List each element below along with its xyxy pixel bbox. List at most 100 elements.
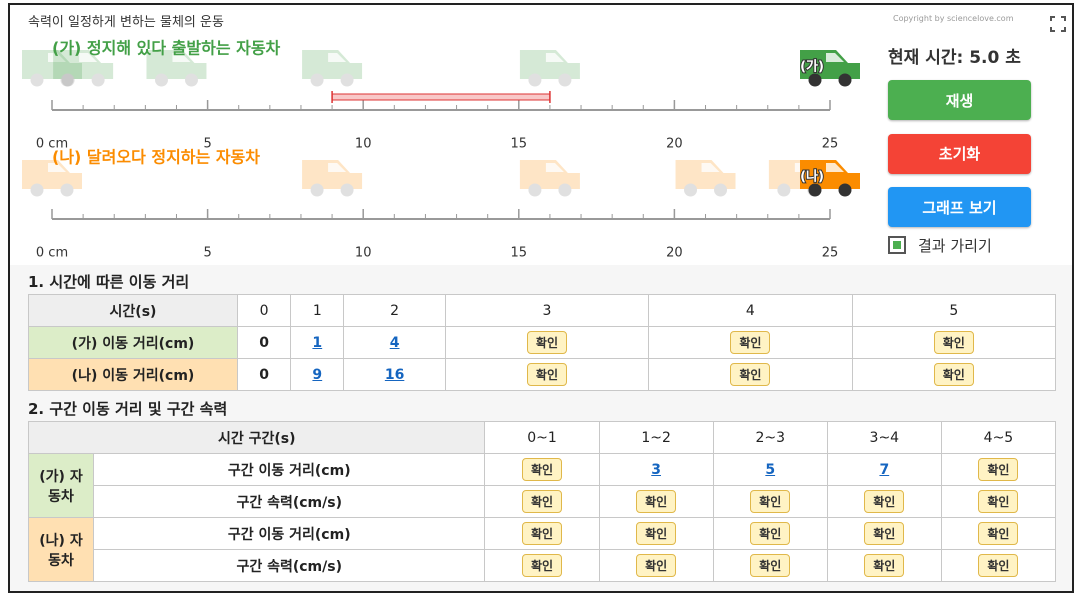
ruler-label: 15 [511, 246, 528, 261]
value-link[interactable]: 3 [651, 461, 661, 478]
car-body [22, 160, 82, 189]
car-window [826, 53, 844, 62]
table-cell: 구간 이동 거리(cm) [92, 517, 486, 550]
check-button[interactable]: 확인 [526, 363, 568, 386]
data-row: (가) 자동차 구간 이동 거리(cm) 확인 3 5 7 확인 [28, 453, 1057, 518]
car-label: (나) [800, 169, 824, 185]
wheel [684, 183, 698, 197]
car-window [545, 53, 564, 62]
check-button[interactable]: 확인 [521, 522, 563, 545]
table-cell: (가) 자동차 [28, 453, 94, 518]
ruler-label: 15 [511, 137, 528, 152]
table-cell: 3~4 [826, 421, 942, 454]
check-button[interactable]: 확인 [730, 363, 771, 386]
checkbox-label[interactable]: 결과 가리기 [918, 237, 992, 255]
table-cell: 확인 [598, 485, 714, 518]
check-button[interactable]: 확인 [521, 490, 563, 513]
table-cell: 확인 [484, 453, 600, 486]
wheel [558, 183, 572, 197]
check-button[interactable]: 확인 [933, 331, 974, 354]
track-label: (나) 달려오다 정지하는 자동차 [52, 148, 260, 167]
car-body [800, 50, 860, 79]
table-cell: 5 [851, 294, 1057, 327]
check-button[interactable]: 확인 [978, 554, 1019, 577]
table-cell: 4 [343, 326, 446, 359]
wheel [808, 73, 822, 87]
table-cell: (나) 자동차 [28, 517, 94, 582]
value-link[interactable]: 16 [384, 366, 405, 383]
check-button[interactable]: 확인 [750, 522, 791, 545]
wheel [154, 73, 168, 87]
car-window [701, 163, 720, 172]
check-button[interactable]: 확인 [933, 363, 974, 386]
wheel [528, 183, 542, 197]
check-button[interactable]: 확인 [526, 331, 568, 354]
interval-table: 시간 구간(s) 0~1 1~2 2~3 3~4 4~5 (가) 자동차 구간 이동 거리(c… [27, 421, 1057, 582]
check-button[interactable]: 확인 [636, 554, 677, 577]
value-link[interactable]: 1 [312, 334, 323, 351]
wheel [60, 73, 74, 87]
car-window [48, 163, 66, 172]
ruler-label: 0 cm [36, 137, 68, 152]
table-cell: 0 [236, 294, 292, 327]
value-link[interactable]: 5 [765, 461, 776, 478]
check-button[interactable]: 확인 [864, 490, 905, 513]
button[interactable]: 초기화 [888, 133, 1031, 174]
car-ghost [302, 50, 363, 87]
table-cell: 확인 [826, 549, 942, 582]
simulation: (가) (가) 정지해 있다 출발하는 자동차 0 cm 5 10 15 20 25 (나) (나… [22, 39, 860, 261]
check-button[interactable]: 확인 [978, 522, 1019, 545]
table-cell: 확인 [851, 358, 1057, 391]
car-body [675, 160, 736, 189]
table-cell: 확인 [484, 485, 600, 518]
check-button[interactable]: 확인 [978, 490, 1019, 513]
car-ghost [519, 160, 580, 197]
button[interactable]: 재생 [888, 80, 1031, 120]
table-cell: 확인 [712, 485, 828, 518]
table-cell: 확인 [940, 517, 1057, 550]
check-button[interactable]: 확인 [978, 458, 1019, 481]
wheel [714, 183, 728, 197]
button[interactable]: 그래프 보기 [888, 187, 1031, 227]
check-button[interactable]: 확인 [521, 554, 563, 577]
check-button[interactable]: 확인 [750, 554, 791, 577]
wheel [777, 183, 791, 197]
table-cell: 1 [290, 294, 345, 327]
check-button[interactable]: 확인 [730, 331, 771, 354]
check-button[interactable]: 확인 [864, 554, 905, 577]
distance-table: 시간(s) 0 1 2 3 4 5 (가) 이동 거리(cm) 0 1 4 확인 확인 확인 (나) 이동 … [28, 294, 1057, 391]
check-button[interactable]: 확인 [636, 522, 677, 545]
app: 속력이 일정하게 변하는 물체의 운동 Copyright by science… [8, 3, 1074, 593]
value-link[interactable]: 9 [312, 366, 323, 383]
checkbox[interactable] [888, 236, 906, 254]
check-button[interactable]: 확인 [521, 458, 563, 481]
table-cell: (나) 이동 거리(cm) [28, 358, 238, 391]
table-cell: 4~5 [940, 421, 1057, 454]
car-window [545, 163, 564, 172]
car-ghost [302, 160, 363, 197]
table-cell: 16 [343, 358, 446, 391]
value: 0 [259, 366, 269, 383]
car: (나) [799, 160, 860, 197]
data-row: (나) 자동차 구간 이동 거리(cm) 확인 확인 확인 확인 확인 [28, 517, 1057, 582]
ruler-label: 0 cm [36, 246, 68, 261]
data-row: 구간 속력(cm/s) 확인 확인 확인 확인 확인 [29, 549, 1057, 582]
check-button[interactable]: 확인 [636, 490, 677, 513]
check-button[interactable]: 확인 [864, 522, 905, 545]
table-cell: 0 [236, 358, 292, 391]
track-label: (가) 정지해 있다 출발하는 자동차 [52, 39, 281, 58]
ruler-label: 10 [355, 246, 372, 261]
wheel [558, 73, 572, 87]
table-cell: 4 [648, 294, 853, 327]
data-row: 구간 속력(cm/s) 확인 확인 확인 확인 확인 [29, 485, 1057, 518]
car-ghost [146, 50, 207, 87]
check-button[interactable]: 확인 [750, 490, 791, 513]
value-link[interactable]: 7 [879, 461, 890, 478]
car-body [53, 50, 114, 79]
table-cell: 확인 [484, 549, 600, 582]
table-cell: 0 [236, 326, 292, 359]
wheel [184, 73, 198, 87]
fullscreen-icon[interactable] [1050, 16, 1066, 32]
value-link[interactable]: 4 [389, 334, 400, 351]
wheel [808, 183, 822, 197]
